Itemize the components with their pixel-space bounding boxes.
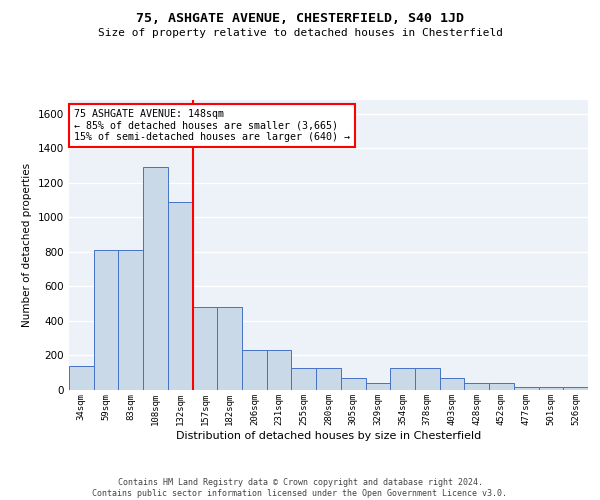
Bar [341,378,365,390]
Bar [217,307,242,390]
Y-axis label: Number of detached properties: Number of detached properties [22,163,32,327]
Bar [292,368,316,390]
Bar [464,383,489,390]
Bar [143,168,168,390]
Bar [69,366,94,390]
X-axis label: Distribution of detached houses by size in Chesterfield: Distribution of detached houses by size … [176,430,481,440]
Bar [267,350,292,390]
Bar [118,250,143,390]
Bar [168,202,193,390]
Text: 75 ASHGATE AVENUE: 148sqm
← 85% of detached houses are smaller (3,665)
15% of se: 75 ASHGATE AVENUE: 148sqm ← 85% of detac… [74,108,350,142]
Bar [390,368,415,390]
Text: 75, ASHGATE AVENUE, CHESTERFIELD, S40 1JD: 75, ASHGATE AVENUE, CHESTERFIELD, S40 1J… [136,12,464,26]
Bar [489,383,514,390]
Bar [242,350,267,390]
Bar [514,386,539,390]
Bar [440,378,464,390]
Text: Contains HM Land Registry data © Crown copyright and database right 2024.
Contai: Contains HM Land Registry data © Crown c… [92,478,508,498]
Bar [316,368,341,390]
Bar [365,383,390,390]
Bar [415,368,440,390]
Bar [539,386,563,390]
Bar [193,307,217,390]
Bar [563,386,588,390]
Text: Size of property relative to detached houses in Chesterfield: Size of property relative to detached ho… [97,28,503,38]
Bar [94,250,118,390]
